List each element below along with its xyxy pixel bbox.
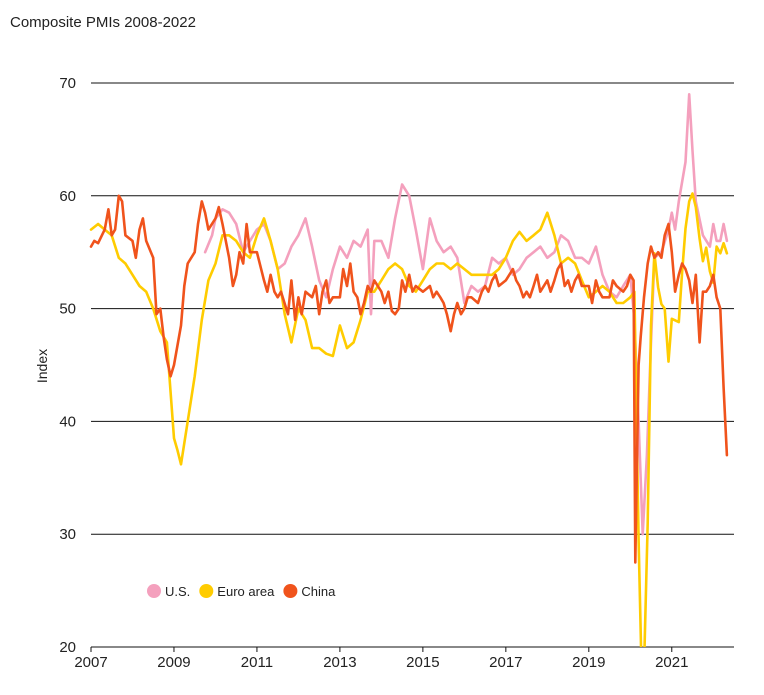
x-tick-label: 2015 — [406, 654, 439, 671]
x-tick-label: 2009 — [157, 654, 190, 671]
y-tick-label: 40 — [59, 413, 76, 430]
y-tick-label: 20 — [59, 639, 76, 656]
y-tick-label: 60 — [59, 188, 76, 205]
x-tick-label: 2021 — [655, 654, 688, 671]
series-line-china — [89, 194, 729, 564]
legend-label-euro-area: Euro area — [217, 584, 275, 599]
y-tick-label: 30 — [59, 526, 76, 543]
y-tick-label: 50 — [59, 301, 76, 318]
legend-swatch-euro-area — [199, 584, 214, 598]
x-tick-label: 2019 — [572, 654, 605, 671]
legend: U.S. Euro area China — [147, 584, 336, 599]
series-lines — [89, 93, 729, 647]
y-tick-label: 70 — [59, 75, 76, 92]
x-axis-ticks: 2007 2009 2011 2013 2015 2017 2019 2021 — [74, 647, 688, 671]
y-axis-label: Index — [34, 349, 50, 383]
x-tick-label: 2017 — [489, 654, 522, 671]
y-axis-ticks: 20 30 40 50 60 70 — [59, 75, 76, 656]
x-tick-label: 2013 — [323, 654, 356, 671]
x-tick-label: 2011 — [241, 654, 273, 671]
series-line-u-s — [203, 93, 729, 536]
legend-swatch-china — [283, 584, 298, 598]
gridlines — [91, 82, 734, 648]
legend-label-u-s: U.S. — [165, 584, 190, 599]
legend-label-china: China — [301, 584, 336, 599]
x-tick-label: 2007 — [74, 654, 107, 671]
legend-swatch-u-s — [147, 584, 161, 598]
chart-title: Composite PMIs 2008-2022 — [10, 14, 196, 31]
series-line-euro-area — [89, 192, 729, 647]
